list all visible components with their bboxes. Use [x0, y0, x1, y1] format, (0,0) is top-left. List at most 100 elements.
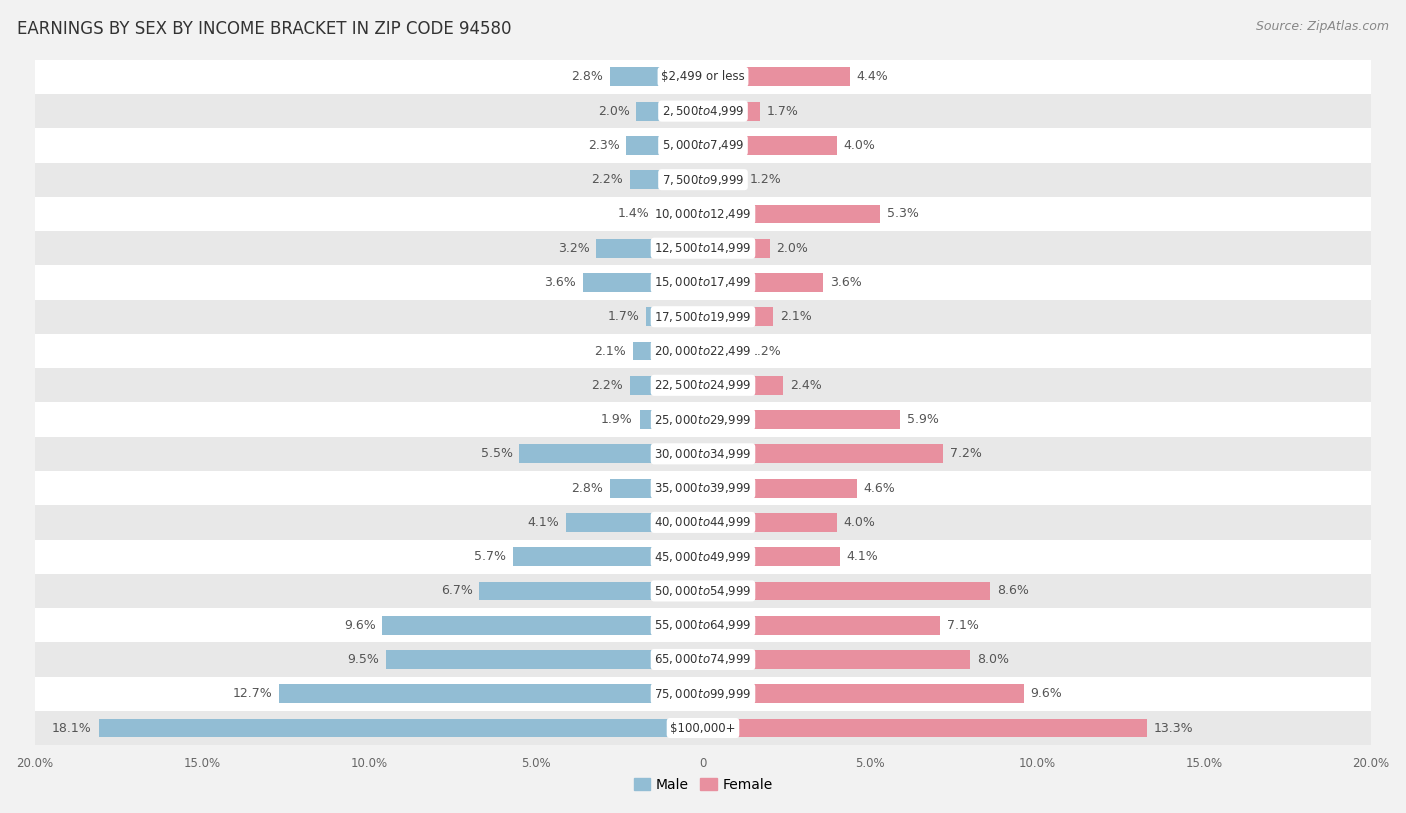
Bar	[703, 685, 1024, 703]
Text: $12,500 to $14,999: $12,500 to $14,999	[654, 241, 752, 255]
Text: $17,500 to $19,999: $17,500 to $19,999	[654, 310, 752, 324]
Text: 2.2%: 2.2%	[591, 379, 623, 392]
Text: $22,500 to $24,999: $22,500 to $24,999	[654, 378, 752, 393]
Bar	[636, 102, 703, 120]
Bar	[703, 615, 941, 635]
Text: $65,000 to $74,999: $65,000 to $74,999	[654, 653, 752, 667]
Bar	[703, 307, 773, 326]
Bar	[633, 341, 703, 360]
Text: 2.8%: 2.8%	[571, 71, 603, 84]
Text: 2.3%: 2.3%	[588, 139, 620, 152]
Bar	[35, 540, 1371, 574]
Text: 5.3%: 5.3%	[887, 207, 918, 220]
Text: 2.2%: 2.2%	[591, 173, 623, 186]
Bar	[647, 307, 703, 326]
Text: $15,000 to $17,499: $15,000 to $17,499	[654, 276, 752, 289]
Bar	[567, 513, 703, 532]
Bar	[35, 505, 1371, 540]
Text: 1.2%: 1.2%	[749, 345, 782, 358]
Bar	[382, 615, 703, 635]
Text: Source: ZipAtlas.com: Source: ZipAtlas.com	[1256, 20, 1389, 33]
Bar	[35, 642, 1371, 676]
Text: 1.7%: 1.7%	[607, 311, 640, 324]
Bar	[35, 676, 1371, 711]
Bar	[35, 711, 1371, 746]
Text: 7.2%: 7.2%	[950, 447, 981, 460]
Text: $2,499 or less: $2,499 or less	[661, 71, 745, 84]
Text: 2.1%: 2.1%	[595, 345, 626, 358]
Bar	[626, 136, 703, 154]
Text: 4.0%: 4.0%	[844, 516, 875, 529]
Bar	[582, 273, 703, 292]
Text: $7,500 to $9,999: $7,500 to $9,999	[662, 172, 744, 187]
Text: $100,000+: $100,000+	[671, 721, 735, 734]
Bar	[703, 650, 970, 669]
Bar	[640, 410, 703, 429]
Text: $25,000 to $29,999: $25,000 to $29,999	[654, 412, 752, 427]
Bar	[35, 197, 1371, 231]
Text: $55,000 to $64,999: $55,000 to $64,999	[654, 618, 752, 633]
Text: 9.6%: 9.6%	[344, 619, 375, 632]
Text: 2.4%: 2.4%	[790, 379, 821, 392]
Text: 1.7%: 1.7%	[766, 105, 799, 118]
Bar	[278, 685, 703, 703]
Text: 9.6%: 9.6%	[1031, 687, 1062, 700]
Text: 9.5%: 9.5%	[347, 653, 380, 666]
Text: EARNINGS BY SEX BY INCOME BRACKET IN ZIP CODE 94580: EARNINGS BY SEX BY INCOME BRACKET IN ZIP…	[17, 20, 512, 38]
Text: 5.9%: 5.9%	[907, 413, 939, 426]
Text: 8.6%: 8.6%	[997, 585, 1029, 598]
Bar	[35, 368, 1371, 402]
Text: 3.6%: 3.6%	[830, 276, 862, 289]
Text: 2.0%: 2.0%	[598, 105, 630, 118]
Text: 2.8%: 2.8%	[571, 481, 603, 494]
Bar	[519, 445, 703, 463]
Text: $2,500 to $4,999: $2,500 to $4,999	[662, 104, 744, 118]
Bar	[703, 102, 759, 120]
Bar	[513, 547, 703, 566]
Bar	[35, 94, 1371, 128]
Bar	[479, 581, 703, 600]
Bar	[703, 67, 849, 86]
Text: 3.2%: 3.2%	[558, 241, 589, 254]
Bar	[35, 231, 1371, 265]
Text: 1.4%: 1.4%	[617, 207, 650, 220]
Text: 18.1%: 18.1%	[52, 721, 91, 734]
Bar	[35, 471, 1371, 505]
Bar	[703, 479, 856, 498]
Bar	[35, 163, 1371, 197]
Bar	[657, 205, 703, 224]
Text: $10,000 to $12,499: $10,000 to $12,499	[654, 207, 752, 221]
Text: 5.7%: 5.7%	[474, 550, 506, 563]
Bar	[35, 128, 1371, 163]
Bar	[98, 719, 703, 737]
Text: 1.2%: 1.2%	[749, 173, 782, 186]
Bar	[703, 341, 742, 360]
Bar	[703, 273, 823, 292]
Bar	[703, 410, 900, 429]
Text: 2.0%: 2.0%	[776, 241, 808, 254]
Text: 2.1%: 2.1%	[780, 311, 811, 324]
Text: $45,000 to $49,999: $45,000 to $49,999	[654, 550, 752, 563]
Bar	[703, 136, 837, 154]
Bar	[703, 547, 839, 566]
Bar	[609, 67, 703, 86]
Bar	[35, 608, 1371, 642]
Text: $35,000 to $39,999: $35,000 to $39,999	[654, 481, 752, 495]
Text: 13.3%: 13.3%	[1154, 721, 1194, 734]
Text: $5,000 to $7,499: $5,000 to $7,499	[662, 138, 744, 152]
Text: 8.0%: 8.0%	[977, 653, 1010, 666]
Text: 7.1%: 7.1%	[946, 619, 979, 632]
Text: $50,000 to $54,999: $50,000 to $54,999	[654, 584, 752, 598]
Bar	[35, 437, 1371, 471]
Bar	[703, 581, 990, 600]
Bar	[35, 265, 1371, 300]
Bar	[385, 650, 703, 669]
Text: 12.7%: 12.7%	[232, 687, 273, 700]
Bar	[596, 239, 703, 258]
Legend: Male, Female: Male, Female	[628, 772, 778, 798]
Bar	[609, 479, 703, 498]
Bar	[703, 719, 1147, 737]
Bar	[703, 513, 837, 532]
Text: 4.4%: 4.4%	[856, 71, 889, 84]
Text: 1.9%: 1.9%	[602, 413, 633, 426]
